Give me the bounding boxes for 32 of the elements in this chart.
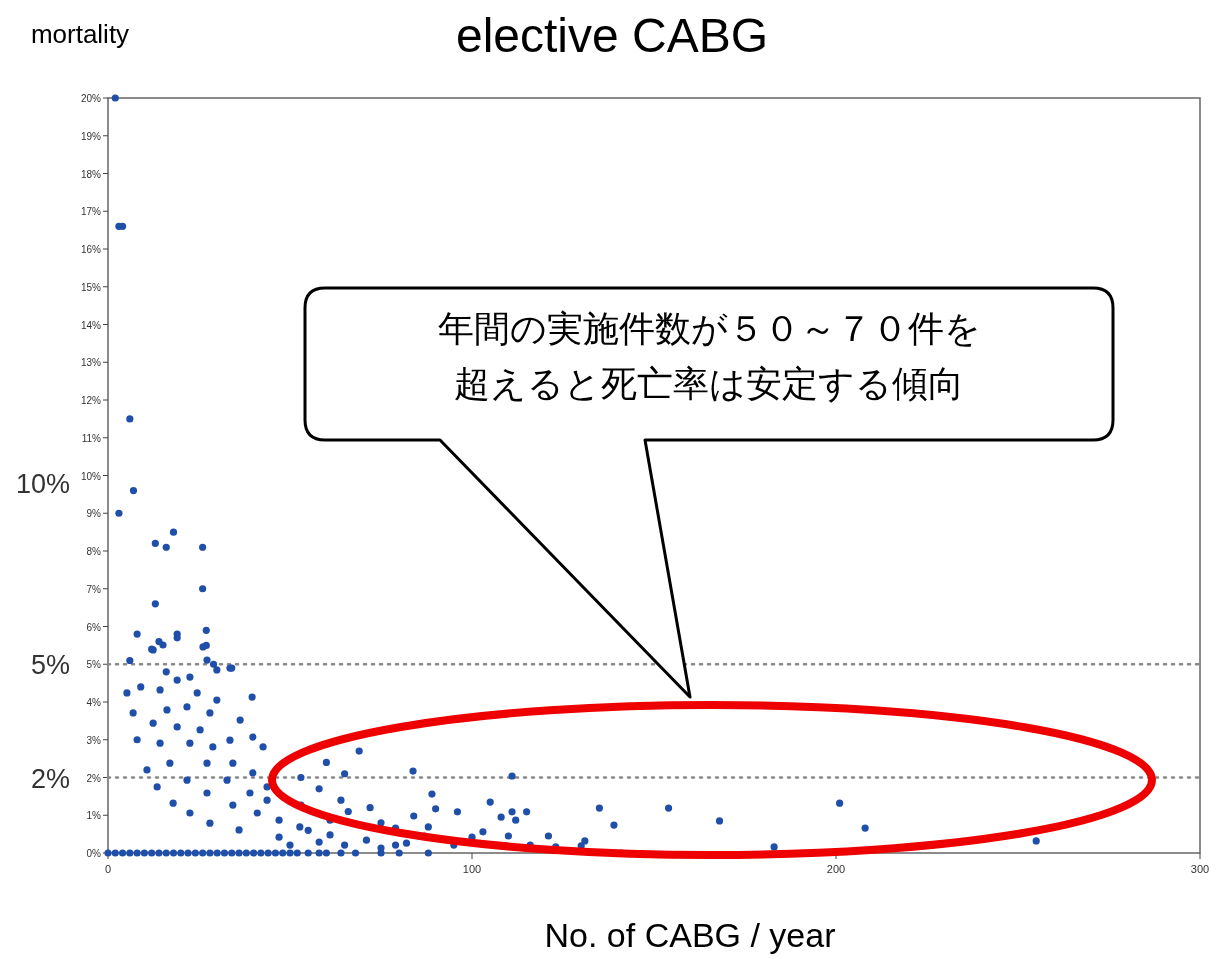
annotation: 年間の実施件数が５０～７０件を超えると死亡率は安定する傾向 xyxy=(437,308,981,404)
y-tick-label: 2% xyxy=(86,772,102,784)
y-tick-label: 19% xyxy=(80,130,102,142)
y-tick-label: 20% xyxy=(80,93,102,104)
y-tick-label: 6% xyxy=(86,621,102,633)
annotation: 10% xyxy=(15,469,70,499)
title: elective CABG xyxy=(455,9,769,62)
y-tick-label: 18% xyxy=(80,168,102,180)
y-tick-label: 17% xyxy=(80,206,102,218)
y-tick-label: 15% xyxy=(80,281,102,293)
y-tick-label: 12% xyxy=(80,395,102,406)
y-tick-label: 10% xyxy=(80,470,102,482)
y-tick-label: 0% xyxy=(86,848,102,859)
ref-line-label: 5% xyxy=(30,650,70,681)
y-tick-label: 5% xyxy=(86,659,102,671)
y-tick-label: 3% xyxy=(86,734,102,746)
y-tick-label: 16% xyxy=(80,244,102,255)
x-tick-label: 0 xyxy=(104,863,112,875)
y-tick-label: 4% xyxy=(86,697,102,708)
x-tick-label: 100 xyxy=(462,863,482,875)
y-tick-label: 1% xyxy=(86,810,102,822)
y-tick-label: 11% xyxy=(81,432,102,444)
y-tick-label: 9% xyxy=(86,508,102,520)
x-tick-label: 300 xyxy=(1190,863,1210,875)
xlabel: No. of CABG / year xyxy=(544,916,836,954)
y-tick-label: 14% xyxy=(80,319,102,331)
ylabel: mortality xyxy=(30,19,130,49)
ref-line-label: 2% xyxy=(30,763,70,794)
x-tick-label: 200 xyxy=(826,863,846,875)
y-tick-label: 7% xyxy=(86,583,102,595)
y-tick-label: 8% xyxy=(86,546,102,557)
y-tick-label: 13% xyxy=(80,357,102,369)
